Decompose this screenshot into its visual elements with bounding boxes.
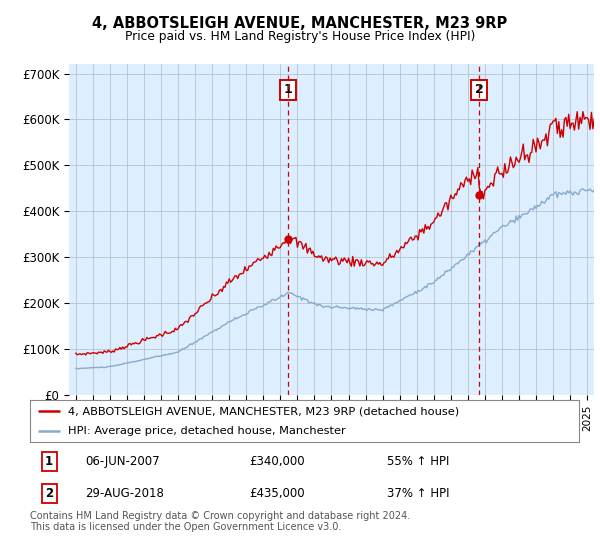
Text: 1: 1 bbox=[283, 83, 292, 96]
Text: Contains HM Land Registry data © Crown copyright and database right 2024.
This d: Contains HM Land Registry data © Crown c… bbox=[30, 511, 410, 533]
Text: 1: 1 bbox=[45, 455, 53, 468]
Text: 4, ABBOTSLEIGH AVENUE, MANCHESTER, M23 9RP (detached house): 4, ABBOTSLEIGH AVENUE, MANCHESTER, M23 9… bbox=[68, 407, 460, 416]
Text: HPI: Average price, detached house, Manchester: HPI: Average price, detached house, Manc… bbox=[68, 426, 346, 436]
Text: 37% ↑ HPI: 37% ↑ HPI bbox=[387, 487, 449, 500]
Text: 55% ↑ HPI: 55% ↑ HPI bbox=[387, 455, 449, 468]
Text: 06-JUN-2007: 06-JUN-2007 bbox=[85, 455, 160, 468]
Text: Price paid vs. HM Land Registry's House Price Index (HPI): Price paid vs. HM Land Registry's House … bbox=[125, 30, 475, 43]
Text: 2: 2 bbox=[45, 487, 53, 500]
Text: £435,000: £435,000 bbox=[250, 487, 305, 500]
Text: 2: 2 bbox=[475, 83, 484, 96]
Text: 29-AUG-2018: 29-AUG-2018 bbox=[85, 487, 164, 500]
Text: 4, ABBOTSLEIGH AVENUE, MANCHESTER, M23 9RP: 4, ABBOTSLEIGH AVENUE, MANCHESTER, M23 9… bbox=[92, 16, 508, 31]
Text: £340,000: £340,000 bbox=[250, 455, 305, 468]
